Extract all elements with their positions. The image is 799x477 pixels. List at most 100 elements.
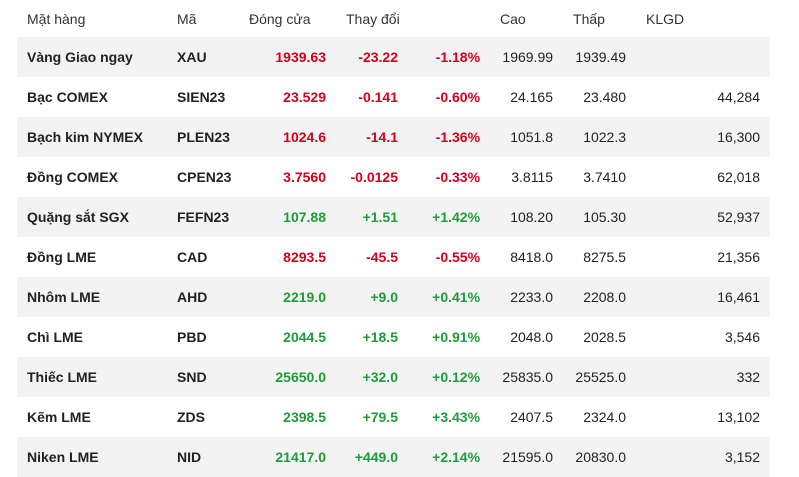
cell-high: 1051.8 xyxy=(510,129,554,145)
cell-code: ZDS xyxy=(177,409,205,425)
cell-low: 2208.0 xyxy=(583,289,627,305)
cell-low: 25525.0 xyxy=(575,369,627,385)
cell-high: 1969.99 xyxy=(502,49,554,65)
cell-pct: -1.36% xyxy=(435,129,481,145)
cell-code: SND xyxy=(177,369,207,385)
cell-name: Kẽm LME xyxy=(27,409,91,425)
cell-code: CPEN23 xyxy=(177,169,232,185)
cell-low: 1022.3 xyxy=(583,129,627,145)
cell-pct: -0.60% xyxy=(435,89,481,105)
cell-volume: 16,300 xyxy=(717,129,761,145)
cell-high: 21595.0 xyxy=(502,449,554,465)
cell-high: 2233.0 xyxy=(510,289,554,305)
cell-high: 24.165 xyxy=(510,89,554,105)
cell-name: Bạc COMEX xyxy=(27,89,108,105)
cell-name: Nhôm LME xyxy=(27,289,101,305)
cell-high: 108.20 xyxy=(510,209,554,225)
cell-low: 20830.0 xyxy=(575,449,627,465)
cell-high: 8418.0 xyxy=(510,249,554,265)
cell-pct: +0.41% xyxy=(432,289,481,305)
cell-close: 2044.5 xyxy=(283,329,326,345)
cell-code: CAD xyxy=(177,249,208,265)
cell-close: 8293.5 xyxy=(283,249,326,265)
table-row: Vàng Giao ngay XAU 1939.63 -23.22 -1.18% 1969… xyxy=(17,37,771,77)
cell-change: +449.0 xyxy=(354,449,398,465)
table-body: Vàng Giao ngay XAU 1939.63 -23.22 -1.18% 1969… xyxy=(17,37,771,477)
cell-high: 25835.0 xyxy=(502,369,554,385)
cell-close: 1939.63 xyxy=(275,49,326,65)
cell-close: 3.7560 xyxy=(283,169,326,185)
cell-change: -23.22 xyxy=(358,49,398,65)
cell-volume: 332 xyxy=(736,369,761,385)
cell-pct: -0.55% xyxy=(435,249,481,265)
cell-name: Đồng COMEX xyxy=(27,169,118,185)
table-row: Thiếc LME SND 25650.0 +32.0 +0.12% 25835.0 255… xyxy=(17,357,771,397)
header-code: Mã xyxy=(177,10,197,27)
cell-low: 2028.5 xyxy=(583,329,627,345)
cell-pct: +0.12% xyxy=(432,369,481,385)
table-row: Quặng sắt SGX FEFN23 107.88 +1.51 +1.42% 108.… xyxy=(17,197,771,237)
cell-code: SIEN23 xyxy=(177,89,226,105)
cell-name: Đồng LME xyxy=(27,249,97,265)
cell-code: FEFN23 xyxy=(177,209,230,225)
header-change: Thay đổi xyxy=(346,10,400,27)
cell-change: +1.51 xyxy=(362,209,398,225)
cell-close: 2219.0 xyxy=(283,289,326,305)
cell-change: -0.0125 xyxy=(350,169,398,185)
header-volume: KLGD xyxy=(646,10,685,27)
cell-low: 105.30 xyxy=(583,209,627,225)
cell-pct: +1.42% xyxy=(432,209,481,225)
cell-volume xyxy=(636,37,770,77)
cell-close: 107.88 xyxy=(283,209,326,225)
cell-name: Bạch kim NYMEX xyxy=(27,129,143,145)
cell-pct: -0.33% xyxy=(435,169,481,185)
cell-low: 2324.0 xyxy=(583,409,627,425)
table-header-row: Mặt hàng Mã Đóng cửa Thay đổi Cao Thấp K… xyxy=(17,0,771,37)
cell-close: 23.529 xyxy=(283,89,326,105)
cell-low: 8275.5 xyxy=(583,249,627,265)
cell-code: AHD xyxy=(177,289,208,305)
cell-close: 21417.0 xyxy=(275,449,326,465)
cell-close: 1024.6 xyxy=(283,129,326,145)
cell-low: 23.480 xyxy=(583,89,627,105)
cell-change: +9.0 xyxy=(370,289,398,305)
cell-change: +18.5 xyxy=(362,329,398,345)
header-name: Mặt hàng xyxy=(27,10,86,27)
cell-change: -0.141 xyxy=(358,89,398,105)
table-row: Bạch kim NYMEX PLEN23 1024.6 -14.1 -1.36% 105… xyxy=(17,117,771,157)
table-row: Bạc COMEX SIEN23 23.529 -0.141 -0.60% 24.165 2… xyxy=(17,77,771,117)
cell-high: 2407.5 xyxy=(510,409,554,425)
cell-volume: 21,356 xyxy=(717,249,761,265)
table-row: Nhôm LME AHD 2219.0 +9.0 +0.41% 2233.0 2208.0 1… xyxy=(17,277,771,317)
table-row: Chì LME PBD 2044.5 +18.5 +0.91% 2048.0 2028.5 3… xyxy=(17,317,771,357)
cell-volume: 52,937 xyxy=(717,209,761,225)
cell-change: +32.0 xyxy=(362,369,398,385)
cell-high: 3.8115 xyxy=(511,169,554,185)
cell-volume: 3,152 xyxy=(724,449,761,465)
cell-volume: 3,546 xyxy=(724,329,761,345)
cell-high: 2048.0 xyxy=(510,329,554,345)
cell-low: 3.7410 xyxy=(583,169,627,185)
cell-name: Vàng Giao ngay xyxy=(27,49,133,65)
cell-pct: +2.14% xyxy=(432,449,481,465)
table-row: Kẽm LME ZDS 2398.5 +79.5 +3.43% 2407.5 2324.0 1… xyxy=(17,397,771,437)
cell-pct: +3.43% xyxy=(432,409,481,425)
header-high: Cao xyxy=(500,10,526,27)
cell-code: XAU xyxy=(177,49,207,65)
cell-code: PLEN23 xyxy=(177,129,230,145)
cell-name: Chì LME xyxy=(27,329,83,345)
cell-volume: 44,284 xyxy=(717,89,761,105)
cell-volume: 16,461 xyxy=(717,289,761,305)
cell-code: PBD xyxy=(177,329,207,345)
cell-change: +79.5 xyxy=(362,409,398,425)
cell-name: Thiếc LME xyxy=(27,369,98,385)
table-row: Đồng LME CAD 8293.5 -45.5 -0.55% 8418.0 8275.5… xyxy=(17,237,771,277)
cell-code: NID xyxy=(177,449,202,465)
cell-volume: 62,018 xyxy=(717,169,761,185)
commodity-price-table: Mặt hàng Mã Đóng cửa Thay đổi Cao Thấp K… xyxy=(17,0,771,477)
cell-pct: -1.18% xyxy=(435,49,481,65)
cell-name: Quặng sắt SGX xyxy=(27,209,129,225)
cell-pct: +0.91% xyxy=(432,329,481,345)
cell-low: 1939.49 xyxy=(575,49,627,65)
table-row: Đồng COMEX CPEN23 3.7560 -0.0125 -0.33% 3.811… xyxy=(17,157,771,197)
